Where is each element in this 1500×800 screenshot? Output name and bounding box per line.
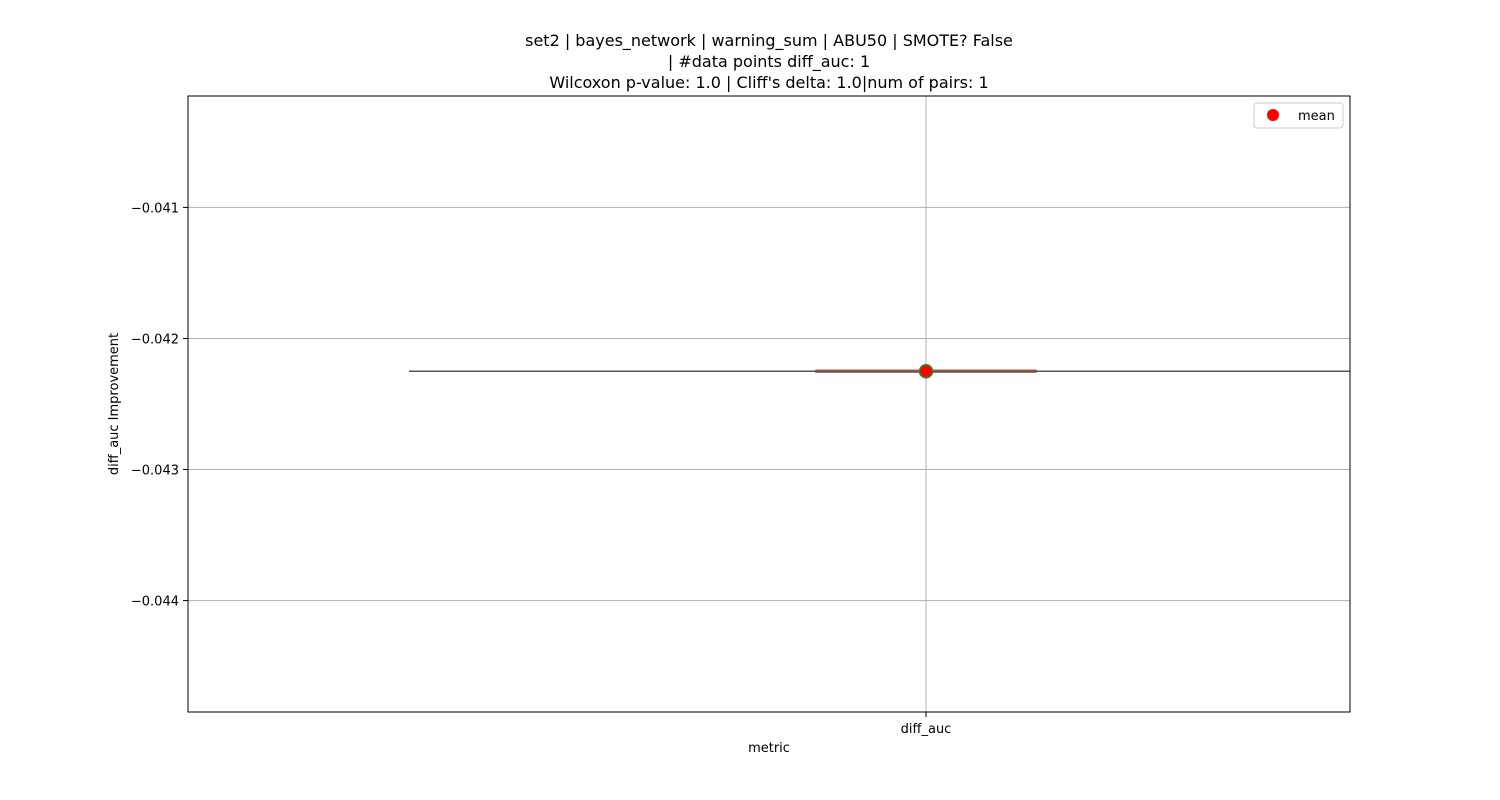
y-tick-label: −0.044: [131, 595, 179, 610]
x-axis-label: metric: [748, 741, 790, 756]
chart-title-line-3: Wilcoxon p-value: 1.0 | Cliff's delta: 1…: [549, 73, 988, 92]
legend-frame: [1253, 102, 1344, 129]
chart-title: set2 | bayes_network | warning_sum | ABU…: [525, 31, 1013, 92]
chart-title-line-1: set2 | bayes_network | warning_sum | ABU…: [525, 31, 1013, 51]
legend: mean: [1253, 102, 1344, 129]
y-tick-label: −0.041: [131, 201, 179, 216]
axis-ticks: −0.041 −0.042 −0.043 −0.044 diff_auc: [131, 201, 951, 737]
plot-frame: [187, 95, 1351, 713]
box-plot-marks: [409, 363, 1350, 379]
y-tick-label: −0.042: [131, 332, 179, 347]
legend-mean-marker: [1267, 109, 1279, 121]
x-tick-label: diff_auc: [901, 722, 952, 737]
y-tick-label: −0.043: [131, 464, 179, 479]
mean-marker: [918, 363, 934, 379]
legend-mean-label: mean: [1298, 109, 1335, 124]
y-axis-label: diff_auc Improvement: [107, 333, 122, 475]
chart-title-line-2: | #data points diff_auc: 1: [668, 52, 870, 72]
grid-lines: [188, 96, 1350, 712]
